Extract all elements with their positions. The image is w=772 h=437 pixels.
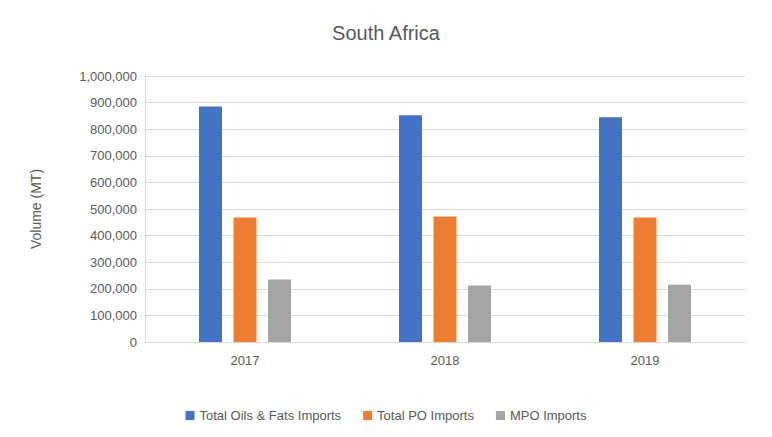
svg-text:South Africa: South Africa <box>332 22 441 44</box>
svg-text:0: 0 <box>130 335 137 350</box>
svg-text:600,000: 600,000 <box>90 175 137 190</box>
svg-text:300,000: 300,000 <box>90 255 137 270</box>
svg-text:1,000,000: 1,000,000 <box>79 69 137 84</box>
svg-text:MPO Imports: MPO Imports <box>510 408 587 423</box>
svg-text:2017: 2017 <box>231 353 260 368</box>
svg-text:Total PO Imports: Total PO Imports <box>377 408 474 423</box>
svg-text:900,000: 900,000 <box>90 95 137 110</box>
svg-text:400,000: 400,000 <box>90 228 137 243</box>
svg-text:100,000: 100,000 <box>90 308 137 323</box>
svg-text:2018: 2018 <box>431 353 460 368</box>
svg-text:700,000: 700,000 <box>90 148 137 163</box>
svg-text:500,000: 500,000 <box>90 202 137 217</box>
svg-text:2019: 2019 <box>631 353 660 368</box>
svg-text:Volume (MT): Volume (MT) <box>28 169 44 249</box>
svg-text:800,000: 800,000 <box>90 122 137 137</box>
svg-text:Total Oils & Fats Imports: Total Oils & Fats Imports <box>200 408 342 423</box>
svg-text:200,000: 200,000 <box>90 281 137 296</box>
